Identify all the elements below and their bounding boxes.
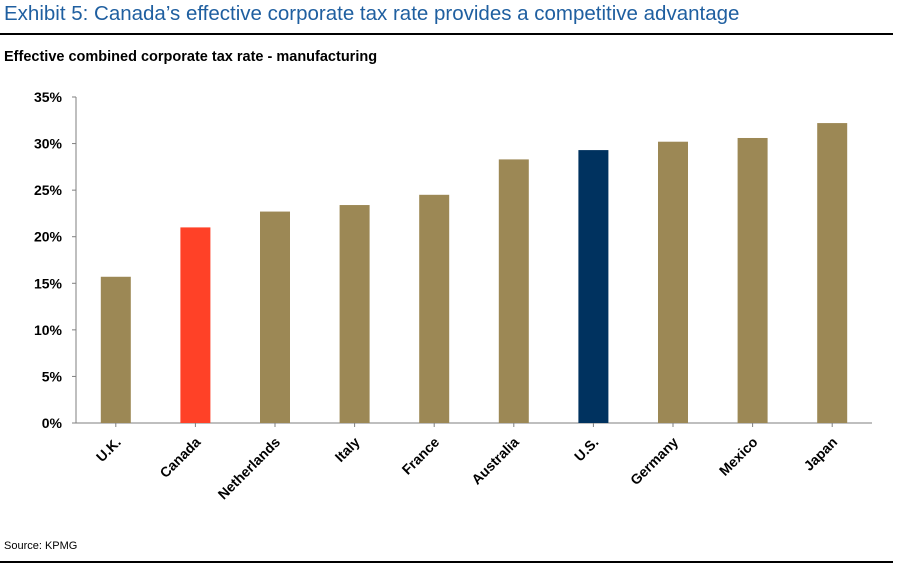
chart-bars	[100, 123, 848, 424]
x-label-france: France	[399, 434, 443, 478]
bar-france	[419, 194, 450, 423]
y-tick-labels: 0% 5% 10% 15% 20% 25% 30% 35%	[34, 89, 63, 431]
bar-australia	[498, 159, 529, 424]
bar-japan	[817, 123, 848, 423]
x-label-mexico: Mexico	[716, 434, 761, 479]
x-label-germany: Germany	[627, 434, 681, 488]
x-label-canada: Canada	[156, 434, 203, 481]
bar-mexico	[737, 137, 768, 424]
bottom-divider	[0, 561, 893, 563]
bar-italy	[339, 205, 370, 423]
y-tick-label: 20%	[34, 229, 63, 245]
x-category-labels: U.K. Canada Netherlands Italy France Australi…	[93, 434, 841, 503]
chart-title: Effective combined corporate tax rate - …	[4, 49, 378, 65]
y-tick-label: 30%	[34, 136, 63, 152]
top-divider	[0, 33, 893, 35]
bar-u-k	[100, 276, 131, 423]
y-tick-label: 5%	[42, 368, 63, 384]
x-label-australia: Australia	[468, 434, 522, 488]
x-label-u-s: U.S.	[571, 434, 602, 465]
bar-germany	[658, 141, 688, 424]
exhibit-title: Exhibit 5: Canada’s effective corporate …	[4, 2, 740, 25]
y-tick-label: 25%	[34, 182, 63, 198]
y-tick-label: 35%	[34, 89, 63, 105]
y-tick-label: 15%	[34, 275, 63, 291]
bar-canada	[180, 227, 211, 423]
source-note: Source: KPMG	[4, 540, 78, 552]
y-tick-label: 0%	[42, 415, 63, 431]
x-label-netherlands: Netherlands	[215, 434, 284, 503]
x-label-u-k: U.K.	[93, 434, 124, 465]
bar-netherlands	[260, 211, 290, 423]
x-label-japan: Japan	[800, 434, 840, 474]
x-label-italy: Italy	[332, 434, 363, 465]
y-tick-label: 10%	[34, 322, 63, 338]
bar-u-s	[578, 150, 609, 423]
